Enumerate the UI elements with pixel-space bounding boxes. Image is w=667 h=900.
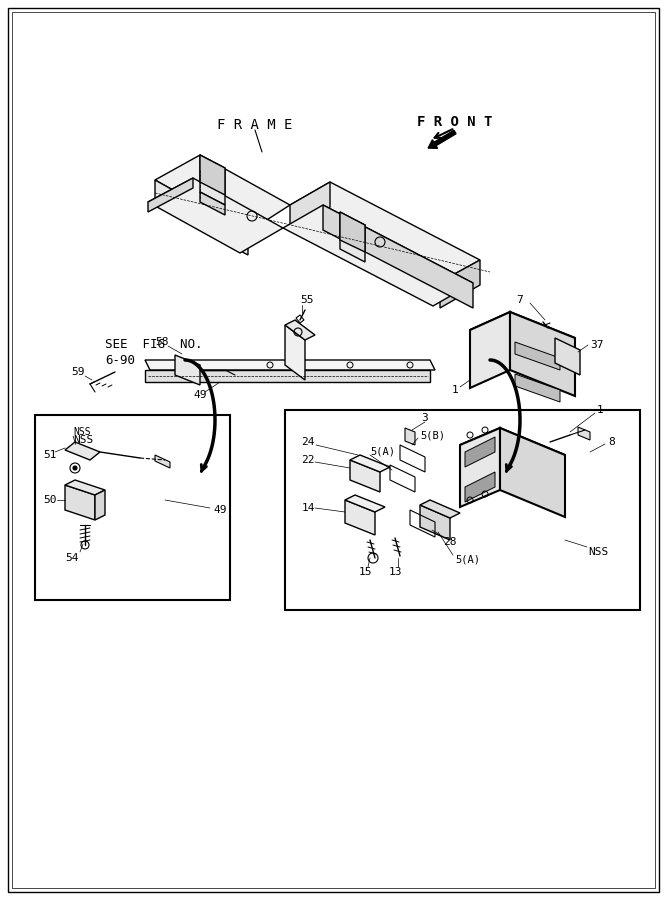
Polygon shape bbox=[290, 182, 480, 282]
Polygon shape bbox=[470, 312, 575, 355]
Polygon shape bbox=[460, 428, 500, 507]
Polygon shape bbox=[350, 455, 390, 472]
Text: 54: 54 bbox=[65, 553, 79, 563]
Polygon shape bbox=[323, 205, 473, 308]
Polygon shape bbox=[200, 192, 225, 215]
Text: 7: 7 bbox=[517, 295, 524, 305]
Polygon shape bbox=[145, 360, 435, 370]
Polygon shape bbox=[578, 427, 590, 440]
Polygon shape bbox=[350, 460, 380, 492]
Text: 24: 24 bbox=[301, 437, 315, 447]
FancyArrow shape bbox=[428, 130, 456, 148]
Polygon shape bbox=[510, 312, 575, 396]
Text: 1: 1 bbox=[452, 385, 458, 395]
Polygon shape bbox=[500, 428, 565, 517]
Text: 5(A): 5(A) bbox=[455, 555, 480, 565]
Polygon shape bbox=[155, 180, 248, 255]
Polygon shape bbox=[555, 338, 580, 375]
Text: 22: 22 bbox=[301, 455, 315, 465]
Polygon shape bbox=[65, 442, 100, 460]
Text: NSS: NSS bbox=[588, 547, 608, 557]
Text: 49: 49 bbox=[213, 505, 227, 515]
Polygon shape bbox=[440, 260, 480, 308]
Polygon shape bbox=[175, 355, 200, 385]
Text: 37: 37 bbox=[590, 340, 604, 350]
Polygon shape bbox=[65, 485, 95, 520]
Text: 3: 3 bbox=[422, 413, 428, 423]
Polygon shape bbox=[515, 374, 560, 402]
Text: 5(B): 5(B) bbox=[420, 430, 445, 440]
Text: 13: 13 bbox=[388, 567, 402, 577]
Polygon shape bbox=[285, 320, 315, 340]
Text: 5(A): 5(A) bbox=[370, 447, 395, 457]
Polygon shape bbox=[145, 370, 430, 382]
Polygon shape bbox=[345, 500, 375, 535]
Text: 14: 14 bbox=[301, 503, 315, 513]
Bar bbox=[285, 410, 640, 610]
Polygon shape bbox=[200, 155, 225, 205]
Text: 58: 58 bbox=[155, 337, 169, 347]
Polygon shape bbox=[148, 178, 283, 253]
Polygon shape bbox=[460, 428, 565, 472]
Text: 59: 59 bbox=[71, 367, 85, 377]
Polygon shape bbox=[470, 312, 510, 388]
Text: 51: 51 bbox=[43, 450, 57, 460]
Text: F R A M E: F R A M E bbox=[217, 118, 293, 132]
Polygon shape bbox=[340, 212, 365, 252]
Polygon shape bbox=[405, 428, 415, 445]
Polygon shape bbox=[155, 455, 170, 468]
Polygon shape bbox=[465, 472, 495, 502]
Text: SEE  FIG  NO.: SEE FIG NO. bbox=[105, 338, 203, 352]
Polygon shape bbox=[515, 342, 560, 370]
Polygon shape bbox=[65, 480, 105, 495]
Polygon shape bbox=[340, 212, 365, 262]
Polygon shape bbox=[420, 505, 450, 540]
Polygon shape bbox=[155, 155, 290, 232]
Bar bbox=[35, 415, 230, 600]
Text: 55: 55 bbox=[300, 295, 313, 305]
Polygon shape bbox=[345, 495, 385, 512]
Polygon shape bbox=[290, 182, 330, 230]
Polygon shape bbox=[465, 437, 495, 467]
Polygon shape bbox=[200, 155, 225, 195]
Text: 6-90: 6-90 bbox=[105, 354, 135, 366]
Polygon shape bbox=[148, 178, 193, 212]
Polygon shape bbox=[283, 205, 473, 306]
Text: NSS: NSS bbox=[73, 435, 93, 445]
Text: F R O N T: F R O N T bbox=[418, 115, 493, 129]
Text: 1: 1 bbox=[596, 405, 604, 415]
Text: 49: 49 bbox=[193, 390, 207, 400]
Polygon shape bbox=[95, 490, 105, 520]
Polygon shape bbox=[285, 325, 305, 380]
Text: 15: 15 bbox=[358, 567, 372, 577]
Text: 50: 50 bbox=[43, 495, 57, 505]
Text: 8: 8 bbox=[608, 437, 616, 447]
Text: NSS: NSS bbox=[73, 427, 91, 437]
Polygon shape bbox=[420, 500, 460, 518]
Circle shape bbox=[73, 466, 77, 470]
Text: 28: 28 bbox=[444, 537, 457, 547]
